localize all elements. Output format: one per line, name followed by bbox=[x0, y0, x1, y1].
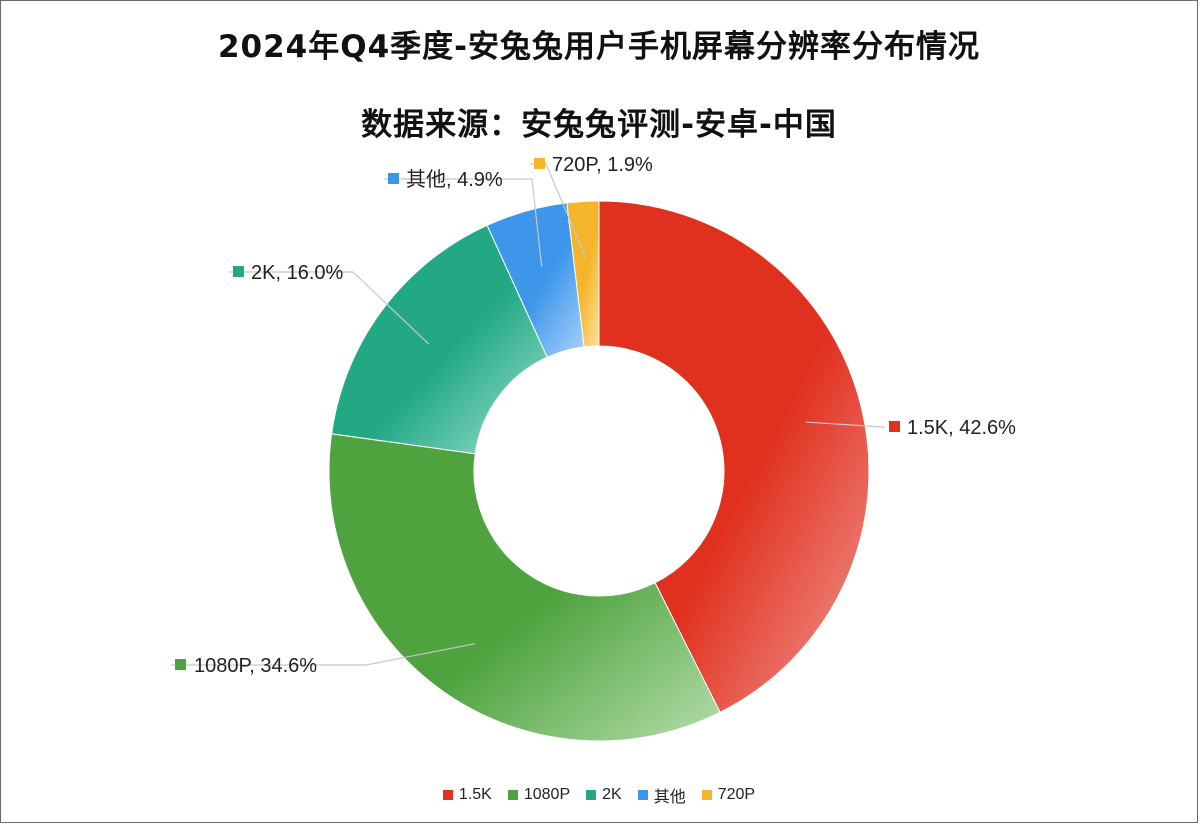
slice-720p bbox=[566, 200, 600, 348]
data-label-1-5k: 1.5K, 42.6% bbox=[907, 417, 1016, 439]
legend-item-1080p: 1080P bbox=[507, 786, 571, 804]
data-labels-layer: 1.5K, 42.6% 1080P, 34.6% 2K, 16.0% 其他, 4.9%… bbox=[175, 154, 1016, 677]
data-label-720p: 720P, 1.9% bbox=[552, 154, 653, 176]
legend-swatch-1-5k bbox=[442, 790, 453, 800]
legend-label-1-5k: 1.5K bbox=[458, 786, 492, 803]
legend-swatch-2k bbox=[586, 790, 597, 800]
legend-item-720p: 720P bbox=[701, 786, 756, 804]
label-marker-other bbox=[388, 173, 399, 184]
data-label-other: 其他, 4.9% bbox=[406, 168, 503, 191]
legend-item-1-5k: 1.5K bbox=[442, 786, 492, 804]
label-marker-2k bbox=[233, 266, 244, 277]
leader-line-other bbox=[384, 178, 543, 267]
legend: 1.5K 1080P 2K 其他 720P bbox=[1, 783, 1197, 807]
leader-line-1080p bbox=[171, 643, 476, 666]
legend-swatch-other bbox=[637, 790, 648, 800]
legend-label-2k: 2K bbox=[602, 786, 622, 803]
chart-title: 2024年Q4季度-安兔兔用户手机屏幕分辨率分布情况 bbox=[217, 29, 981, 65]
legend-item-other: 其他 bbox=[637, 783, 686, 807]
label-marker-720p bbox=[534, 158, 545, 169]
label-marker-1-5k bbox=[889, 421, 900, 432]
slices-layer bbox=[328, 200, 870, 742]
label-marker-1080p bbox=[175, 659, 186, 670]
legend-item-2k: 2K bbox=[586, 786, 622, 804]
chart-subtitle: 数据来源：安兔兔评测-安卓-中国 bbox=[361, 107, 837, 143]
legend-label-720p: 720P bbox=[717, 786, 756, 803]
data-label-2k: 2K, 16.0% bbox=[251, 262, 344, 284]
slice-2k bbox=[331, 224, 548, 455]
leader-line-2k bbox=[229, 271, 430, 345]
legend-label-other: 其他 bbox=[653, 789, 686, 806]
leader-line-1-5k bbox=[805, 421, 885, 428]
slice-1-5k bbox=[598, 200, 870, 714]
slice-1080p bbox=[328, 433, 721, 742]
data-label-1080p: 1080P, 34.6% bbox=[194, 655, 317, 677]
legend-swatch-720p bbox=[701, 790, 712, 800]
legend-swatch-1080p bbox=[507, 790, 518, 800]
legend-label-1080p: 1080P bbox=[523, 786, 571, 803]
